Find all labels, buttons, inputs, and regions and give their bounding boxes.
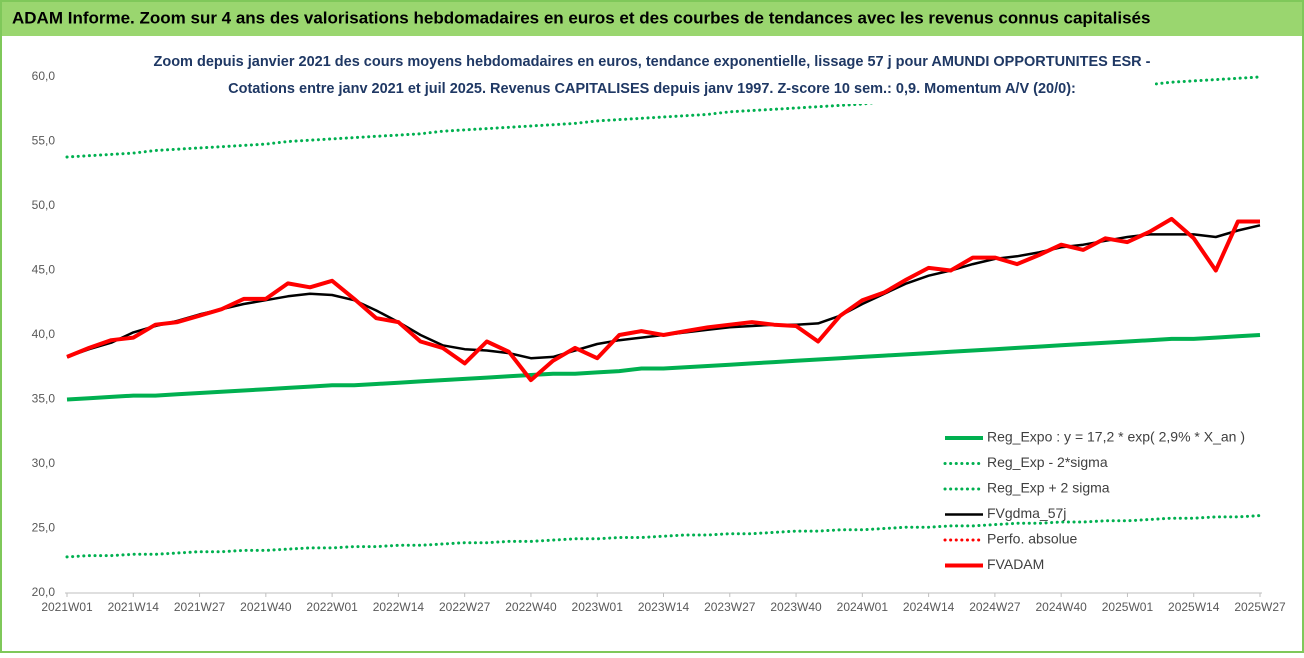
x-tick-label: 2023W01 [572,600,624,614]
x-tick-label: 2022W14 [373,600,425,614]
chart-subtitle: Cotations entre janv 2021 et juil 2025. … [228,81,1076,97]
x-tick-label: 2025W14 [1168,600,1220,614]
title-band [0,0,1304,36]
y-tick-label: 20,0 [32,585,56,599]
legend-label: FVgdma_57j [987,505,1066,521]
x-tick-label: 2024W40 [1035,600,1087,614]
chart-subtitle: Zoom depuis janvier 2021 des cours moyen… [153,54,1150,70]
legend-label: Reg_Exp - 2*sigma [987,454,1108,470]
x-tick-label: 2024W14 [903,600,955,614]
y-tick-label: 60,0 [32,69,56,83]
y-tick-label: 35,0 [32,392,56,406]
legend-label: FVADAM [987,556,1044,572]
subtitle-box [150,46,1155,104]
x-tick-label: 2021W14 [108,600,160,614]
y-tick-label: 30,0 [32,456,56,470]
series-line [66,216,1260,383]
y-tick-label: 45,0 [32,263,56,277]
x-tick-label: 2021W40 [240,600,292,614]
y-tick-label: 40,0 [32,327,56,341]
x-tick-label: 2022W01 [306,600,358,614]
legend-label: Reg_Expo : y = 17,2 * exp( 2,9% * X_an ) [987,429,1245,445]
x-tick-label: 2023W27 [704,600,756,614]
y-tick-label: 25,0 [32,521,56,535]
x-tick-label: 2024W01 [837,600,889,614]
y-tick-label: 50,0 [32,198,56,212]
x-tick-label: 2022W40 [505,600,557,614]
x-tick-label: 2021W01 [41,600,93,614]
x-tick-label: 2025W27 [1234,600,1286,614]
x-tick-label: 2024W27 [969,600,1021,614]
y-tick-label: 55,0 [32,134,56,148]
legend-label: Reg_Exp + 2 sigma [987,480,1110,496]
x-tick-label: 2023W40 [770,600,822,614]
x-tick-label: 2025W01 [1102,600,1154,614]
x-tick-label: 2021W27 [174,600,226,614]
series-line [66,333,1261,402]
plot-area: 20,0 25,0 30,0 35,0 40,0 45,0 50,0 55,0 60,0 2021… [32,69,1286,614]
x-tick-label: 2022W27 [439,600,491,614]
x-tick-label: 2023W14 [638,600,690,614]
legend-label: Perfo. absolue [987,531,1077,547]
chart-title: ADAM Informe. Zoom sur 4 ans des valoris… [12,8,1150,27]
